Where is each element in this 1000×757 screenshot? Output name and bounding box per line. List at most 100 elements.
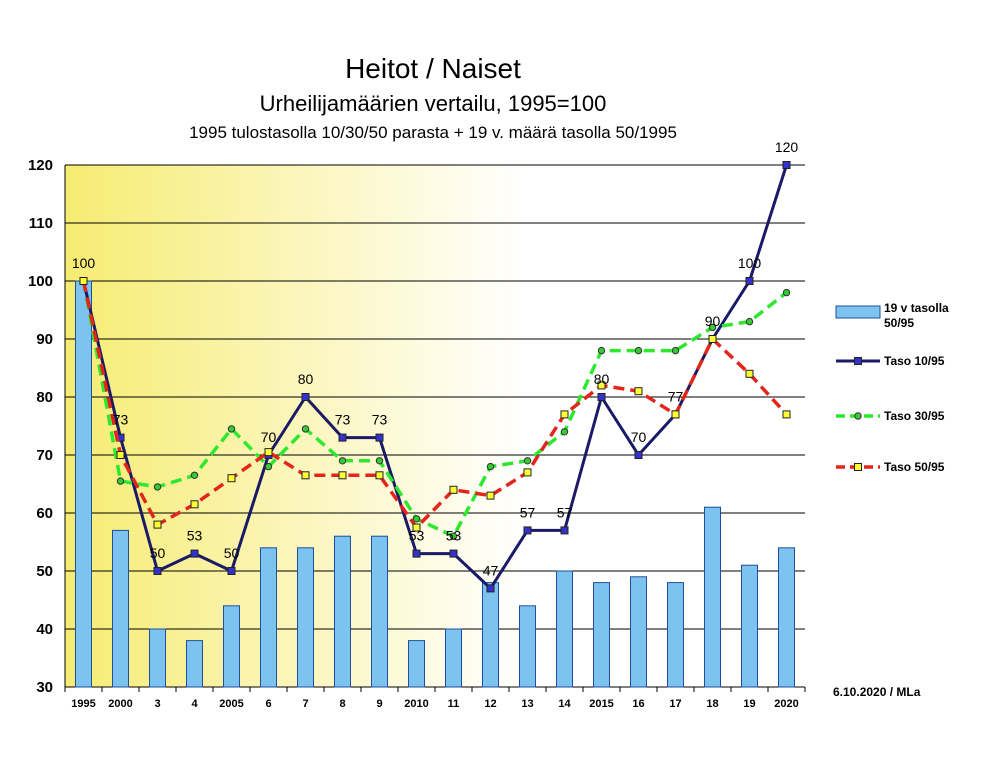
- x-tick-label: 1995: [71, 698, 95, 710]
- bar: [112, 529, 129, 688]
- data-label: 73: [113, 412, 129, 428]
- x-tick-label: 9: [376, 698, 382, 710]
- x-tick-label: 12: [484, 698, 496, 710]
- data-point: [412, 515, 421, 523]
- data-point: [597, 393, 606, 401]
- data-point: [301, 471, 310, 480]
- bar: [667, 582, 684, 688]
- x-tick-label: 17: [669, 698, 681, 710]
- y-tick-label: 50: [36, 563, 53, 580]
- data-point: [227, 425, 236, 433]
- data-point: [338, 457, 347, 465]
- y-tick-label: 110: [29, 215, 53, 232]
- data-point: [153, 567, 162, 575]
- bar: [519, 605, 536, 688]
- data-point: [634, 346, 643, 355]
- data-point: [671, 346, 680, 355]
- data-point: [264, 462, 273, 471]
- x-tick-label: 2000: [108, 698, 132, 710]
- legend-label-taso-10: Taso 10/95: [884, 354, 945, 368]
- data-label: 50: [150, 545, 166, 561]
- data-label: 53: [409, 528, 425, 544]
- data-point: [745, 277, 754, 285]
- bar: [334, 535, 351, 688]
- data-point: [523, 457, 532, 465]
- data-label: 53: [187, 528, 203, 544]
- data-point: [190, 471, 199, 479]
- data-point: [449, 549, 458, 558]
- footer-note: 6.10.2020 / MLa: [833, 685, 921, 699]
- data-label: 120: [775, 139, 799, 155]
- y-tick-label: 120: [28, 157, 53, 174]
- data-label: 73: [335, 412, 351, 428]
- bar: [260, 547, 277, 688]
- data-label: 57: [557, 504, 573, 520]
- y-tick-label: 70: [36, 447, 53, 464]
- data-point: [375, 457, 384, 465]
- x-tick-label: 19: [743, 698, 755, 710]
- chart-title: Heitot / Naiset: [345, 53, 521, 84]
- chart-subtitle-2: 1995 tulostasolla 10/30/50 parasta + 19 …: [189, 123, 677, 142]
- data-label: 70: [631, 429, 647, 445]
- x-tick-label: 7: [302, 698, 308, 710]
- data-point: [782, 288, 791, 297]
- legend-label-taso-30: Taso 30/95: [884, 409, 945, 423]
- data-label: 80: [594, 371, 610, 387]
- bar: [445, 628, 462, 688]
- x-tick-label: 3: [154, 698, 160, 710]
- data-point: [560, 410, 569, 419]
- data-point: [708, 335, 717, 343]
- data-point: [190, 500, 199, 509]
- data-label: 53: [446, 528, 462, 544]
- legend-label-taso-50: Taso 50/95: [884, 460, 945, 474]
- legend-marker: [854, 463, 862, 471]
- x-tick-label: 2015: [589, 698, 613, 710]
- data-label: 100: [72, 255, 96, 271]
- bar: [741, 564, 758, 688]
- data-point: [375, 433, 384, 442]
- y-tick-label: 60: [36, 505, 53, 522]
- series-line: [82, 164, 788, 590]
- data-point: [486, 584, 495, 593]
- data-point: [708, 323, 717, 332]
- data-label: 70: [261, 429, 277, 445]
- data-point: [671, 410, 680, 419]
- data-point: [745, 369, 754, 378]
- data-point: [523, 468, 532, 477]
- bar: [778, 547, 795, 688]
- y-tick-label: 90: [36, 331, 53, 348]
- data-label: 57: [520, 504, 536, 520]
- bar: [408, 640, 425, 688]
- x-tick-label: 6: [265, 698, 271, 710]
- data-point: [449, 485, 458, 494]
- x-tick-label: 2020: [774, 698, 798, 710]
- data-point: [116, 477, 125, 485]
- data-point: [634, 451, 643, 459]
- data-point: [449, 532, 458, 540]
- data-label: 80: [298, 371, 314, 387]
- data-point: [79, 277, 88, 285]
- data-point: [745, 317, 754, 326]
- data-label: 77: [668, 388, 684, 404]
- data-label: 50: [224, 545, 240, 561]
- y-tick-label: 30: [36, 679, 53, 696]
- data-point: [227, 474, 236, 483]
- bar: [149, 628, 166, 688]
- data-label: 100: [738, 255, 762, 271]
- bar: [593, 582, 610, 688]
- bar: [704, 506, 721, 688]
- bar: [223, 605, 240, 688]
- plot-area: [65, 165, 805, 687]
- y-tick-label: 40: [36, 621, 53, 638]
- data-point: [153, 520, 162, 529]
- series-line: [81, 280, 788, 530]
- bar: [297, 547, 314, 688]
- data-point: [486, 462, 495, 471]
- chart-subtitle: Urheilijamäärien vertailu, 1995=100: [259, 91, 607, 116]
- bar: [371, 535, 388, 688]
- data-label: 73: [372, 412, 388, 428]
- x-tick-label: 2005: [219, 698, 243, 710]
- data-point: [523, 526, 532, 535]
- x-tick-label: 18: [706, 698, 718, 710]
